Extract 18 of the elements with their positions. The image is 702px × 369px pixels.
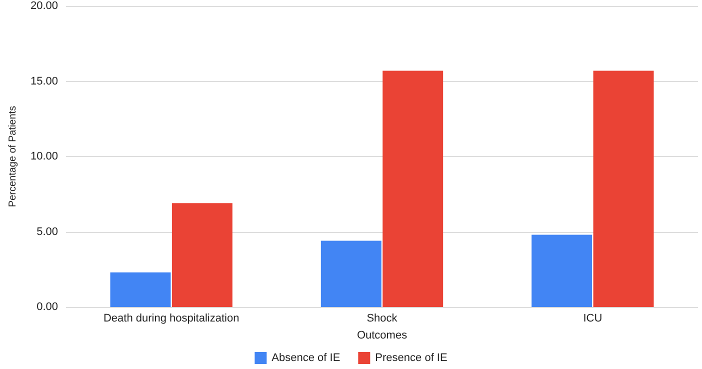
- bar: [172, 203, 232, 307]
- y-axis-title: Percentage of Patients: [8, 106, 18, 208]
- bar: [593, 70, 654, 307]
- y-tick-label: 5.00: [36, 226, 58, 238]
- x-tick-label: Death during hospitalization: [103, 312, 240, 324]
- x-axis-title: Outcomes: [356, 330, 408, 342]
- y-tick-label: 15.00: [30, 75, 58, 88]
- y-tick-label: 10.00: [30, 150, 58, 162]
- y-tick-label: 0.00: [36, 301, 58, 313]
- y-tick-label: 20.00: [30, 0, 58, 12]
- x-tick-label: Shock: [366, 312, 398, 324]
- bar: [382, 70, 444, 307]
- bar: [532, 234, 592, 307]
- bar: [110, 272, 171, 307]
- bar: [320, 240, 382, 307]
- x-tick-label: ICU: [583, 312, 602, 324]
- legend-label: Absence of IE: [272, 352, 340, 364]
- legend-label: Presence of IE: [375, 352, 448, 364]
